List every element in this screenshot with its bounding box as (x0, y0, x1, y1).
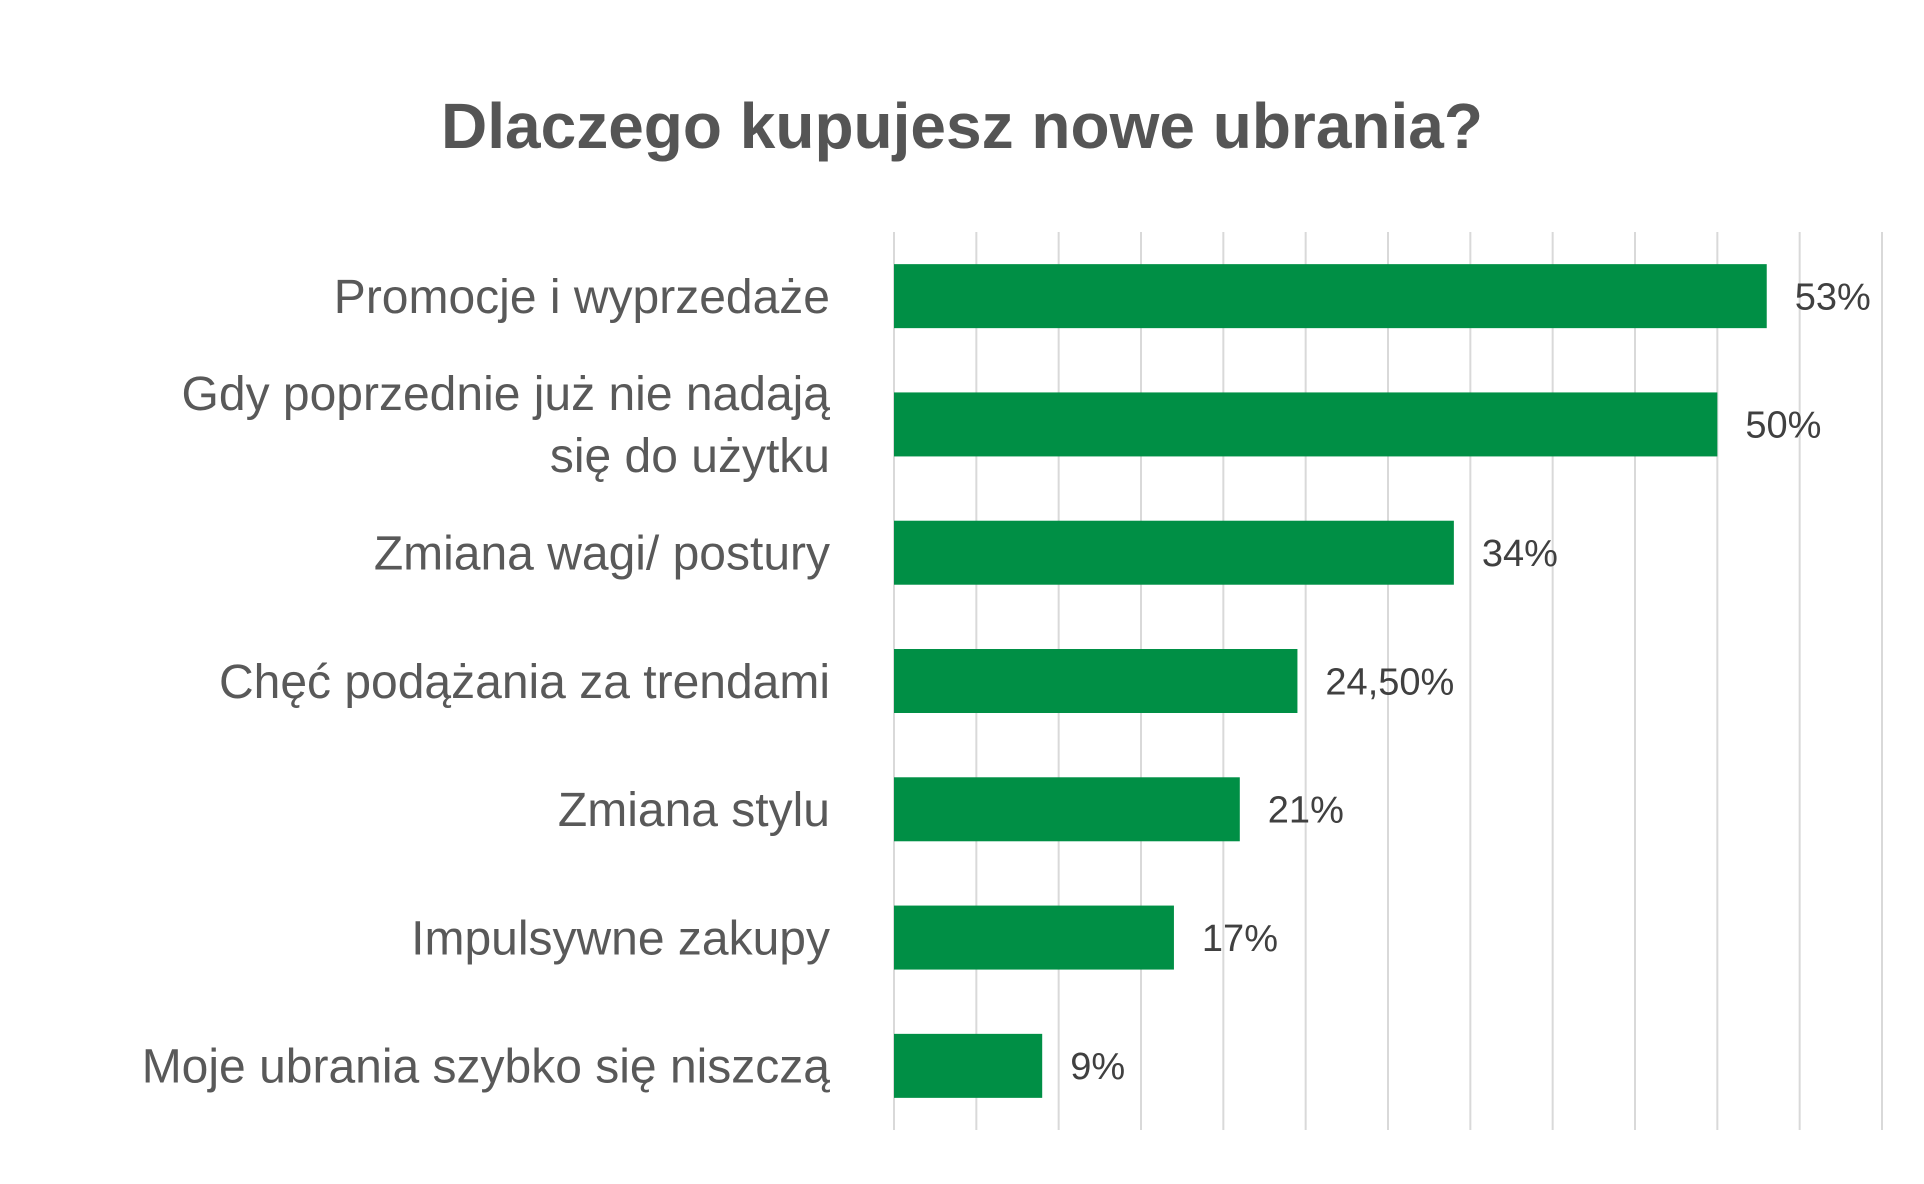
data-label: 34% (1482, 533, 1558, 575)
data-label: 53% (1795, 276, 1871, 318)
category-label: Chęć podążania za trendami (219, 656, 830, 709)
category-label: Zmiana wagi/ postury (374, 528, 830, 581)
category-label: Zmiana stylu (558, 784, 830, 837)
category-label: się do użytku (550, 430, 830, 483)
bar (894, 649, 1298, 713)
bar (894, 392, 1718, 457)
data-label: 17% (1202, 918, 1278, 960)
chart-title: Dlaczego kupujesz nowe ubrania? (441, 90, 1483, 162)
bar (894, 777, 1240, 842)
category-label: Promocje i wyprzedaże (334, 271, 830, 324)
data-label: 24,50% (1325, 661, 1454, 703)
bar (894, 905, 1174, 970)
bar (894, 1033, 1043, 1098)
category-label: Gdy poprzednie już nie nadają (182, 368, 831, 421)
bar (894, 520, 1454, 585)
bar (894, 264, 1767, 329)
data-label: 21% (1268, 790, 1344, 832)
category-label: Impulsywne zakupy (411, 912, 830, 965)
data-label: 50% (1745, 405, 1821, 447)
category-label: Moje ubrania szybko się niszczą (142, 1041, 831, 1094)
data-label: 9% (1070, 1046, 1125, 1088)
